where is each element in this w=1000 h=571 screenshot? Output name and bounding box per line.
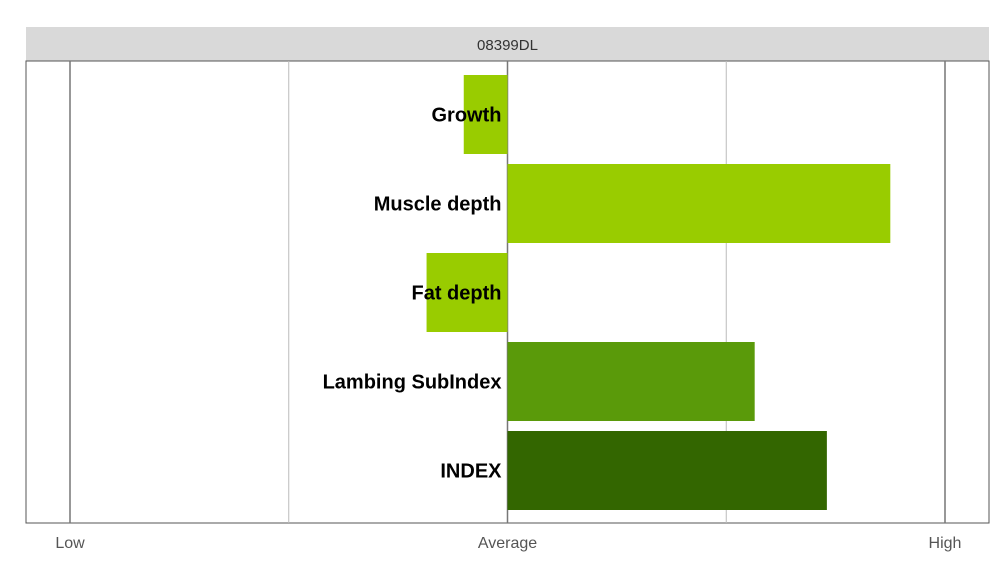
bar-2 (426, 253, 508, 332)
axis-ticks: Low Average High (55, 535, 961, 552)
tick-label-0: Low (55, 535, 85, 552)
bar-3 (507, 342, 755, 421)
bar-0 (463, 75, 508, 154)
title-strip (26, 27, 989, 61)
category-labels: Growth Muscle depth Fat depth Lambing SubIn… (323, 105, 503, 483)
bar-4 (507, 431, 827, 510)
category-label-1: Muscle depth (374, 194, 502, 216)
category-label-0: Growth (432, 105, 502, 127)
category-label-2: Fat depth (412, 283, 502, 305)
tick-label-1: Average (478, 535, 537, 552)
tick-label-2: High (929, 535, 962, 552)
bars (426, 75, 891, 510)
chart-title: 08399DL (477, 37, 538, 54)
category-label-3: Lambing SubIndex (323, 372, 502, 394)
bar-1 (507, 164, 891, 243)
category-label-4: INDEX (440, 461, 502, 483)
